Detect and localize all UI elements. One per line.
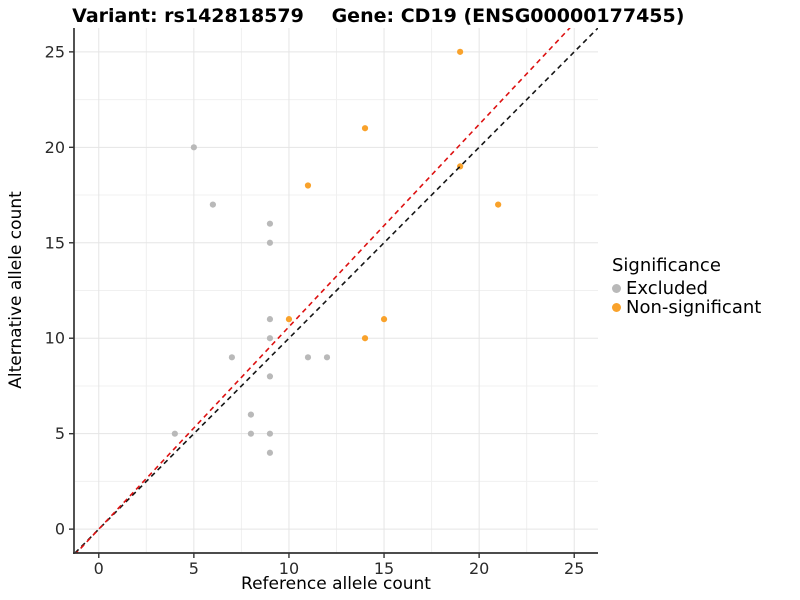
legend-label-excluded: Excluded: [626, 278, 708, 299]
point-excluded: [304, 354, 312, 361]
y-tick-label: 20: [45, 138, 65, 157]
legend: Significance Excluded Non-significant: [612, 255, 762, 318]
point-excluded: [247, 411, 255, 418]
point-excluded: [171, 430, 178, 437]
variant-title: Variant: rs142818579: [72, 5, 304, 27]
fit-line: [75, 28, 571, 553]
x-tick-label: 5: [189, 559, 199, 578]
point-non-significant: [495, 201, 502, 208]
y-tick-label: 10: [45, 329, 65, 348]
x-tick-label: 10: [279, 559, 299, 578]
point-excluded: [266, 449, 274, 456]
point-excluded: [190, 144, 197, 151]
point-excluded: [247, 430, 255, 437]
x-axis-title: Reference allele count: [241, 574, 431, 594]
point-excluded: [209, 201, 216, 208]
point-non-significant: [380, 316, 388, 323]
data-points: [171, 48, 502, 456]
excluded-dot-icon: [612, 284, 621, 293]
point-non-significant: [285, 316, 293, 323]
identity-line: [75, 28, 598, 553]
x-tick-label: 25: [564, 559, 584, 578]
non-significant-dot-icon: [612, 303, 621, 312]
point-excluded: [323, 354, 331, 361]
point-non-significant: [361, 125, 369, 132]
point-non-significant: [361, 335, 369, 342]
point-excluded: [266, 220, 274, 227]
point-excluded: [266, 239, 274, 246]
y-axis-title: Alternative allele count: [6, 191, 26, 389]
point-excluded: [266, 335, 274, 342]
legend-title: Significance: [612, 255, 721, 276]
gridlines: [75, 28, 598, 553]
x-tick-label: 0: [94, 559, 104, 578]
point-excluded: [266, 430, 274, 437]
gene-title: Gene: CD19 (ENSG00000177455): [331, 5, 685, 27]
x-tick-label: 20: [469, 559, 489, 578]
y-tick-label: 0: [55, 520, 65, 539]
point-excluded: [266, 316, 274, 323]
point-excluded: [266, 373, 274, 380]
y-tick-label: 5: [55, 424, 65, 443]
point-non-significant: [457, 48, 464, 55]
legend-item-non-significant: Non-significant: [612, 297, 762, 318]
reference-lines: [75, 28, 598, 553]
point-excluded: [228, 354, 235, 361]
point-non-significant: [304, 182, 312, 189]
legend-item-excluded: Excluded: [612, 278, 761, 299]
y-tick-label: 25: [45, 42, 65, 61]
y-tick-label: 15: [45, 233, 65, 252]
legend-label-non-significant: Non-significant: [626, 297, 762, 318]
x-tick-label: 15: [374, 559, 394, 578]
